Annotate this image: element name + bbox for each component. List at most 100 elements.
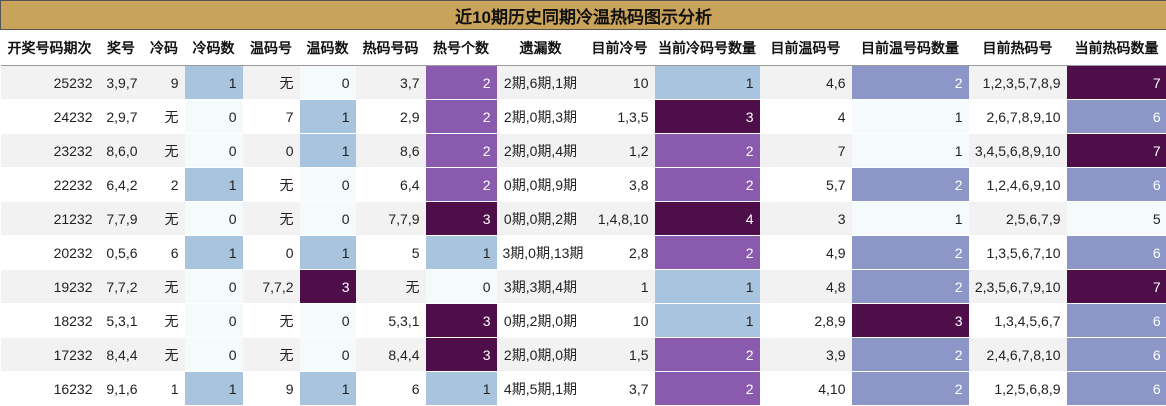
cell-cold-code: 无 (144, 338, 185, 372)
col-header-cold-count: 冷码数 (185, 30, 243, 66)
cell-current-cold-count: 1 (655, 66, 760, 100)
cell-omission: 0期,0期,9期 (497, 168, 585, 202)
cell-current-warm: 3 (760, 202, 852, 236)
cell-warm-code: 无 (243, 168, 300, 202)
cell-omission: 2期,6期,1期 (497, 66, 585, 100)
cell-current-warm: 4 (760, 100, 852, 134)
cell-current-hot-count: 7 (1067, 134, 1166, 168)
cell-warm-count: 1 (300, 100, 356, 134)
cell-omission: 2期,0期,0期 (497, 338, 585, 372)
col-header-current-hot-count: 当前热码数量 (1067, 30, 1166, 66)
cell-current-hot: 1,2,4,6,9,10 (969, 168, 1067, 202)
cell-period: 19232 (1, 270, 99, 304)
cell-cold-count: 1 (185, 372, 243, 406)
cell-cold-code: 6 (144, 236, 185, 270)
cell-hot-code: 6,4 (356, 168, 426, 202)
cell-current-warm-count: 3 (852, 304, 969, 338)
cell-warm-code: 0 (243, 134, 300, 168)
cell-current-warm: 4,6 (760, 66, 852, 100)
cell-period: 16232 (1, 372, 99, 406)
cell-current-cold: 2,8 (585, 236, 655, 270)
cell-draw-number: 6,4,2 (99, 168, 144, 202)
col-header-current-cold-count: 当前冷码号数量 (655, 30, 760, 66)
cell-hot-count: 0 (426, 270, 497, 304)
cell-period: 18232 (1, 304, 99, 338)
cell-current-cold-count: 1 (655, 270, 760, 304)
cell-current-warm: 4,8 (760, 270, 852, 304)
cell-hot-count: 3 (426, 202, 497, 236)
cell-cold-count: 0 (185, 202, 243, 236)
cell-period: 24232 (1, 100, 99, 134)
cell-period: 25232 (1, 66, 99, 100)
cell-current-warm-count: 1 (852, 100, 969, 134)
cell-current-hot-count: 5 (1067, 202, 1166, 236)
cell-cold-count: 0 (185, 270, 243, 304)
cell-warm-count: 1 (300, 372, 356, 406)
cell-current-cold: 10 (585, 66, 655, 100)
cell-current-hot: 1,3,5,6,7,10 (969, 236, 1067, 270)
cell-warm-code: 7 (243, 100, 300, 134)
cell-cold-code: 2 (144, 168, 185, 202)
cell-current-hot: 1,2,5,6,8,9 (969, 372, 1067, 406)
cell-hot-count: 2 (426, 100, 497, 134)
cell-current-hot-count: 6 (1067, 338, 1166, 372)
cell-draw-number: 2,9,7 (99, 100, 144, 134)
cell-hot-code: 7,7,9 (356, 202, 426, 236)
cell-omission: 3期,0期,13期 (497, 236, 585, 270)
cell-hot-code: 无 (356, 270, 426, 304)
cell-cold-count: 1 (185, 236, 243, 270)
cell-warm-count: 1 (300, 236, 356, 270)
cell-current-warm-count: 2 (852, 168, 969, 202)
cell-current-hot: 2,3,5,6,7,9,10 (969, 270, 1067, 304)
table-title: 近10期历史同期冷温热码图示分析 (1, 1, 1166, 30)
cell-current-warm-count: 2 (852, 236, 969, 270)
cell-warm-count: 0 (300, 168, 356, 202)
cell-warm-code: 无 (243, 304, 300, 338)
cell-cold-code: 无 (144, 134, 185, 168)
cell-hot-count: 2 (426, 66, 497, 100)
cell-warm-code: 0 (243, 236, 300, 270)
cell-warm-count: 0 (300, 66, 356, 100)
cell-cold-code: 无 (144, 304, 185, 338)
cell-hot-count: 2 (426, 134, 497, 168)
cell-current-hot: 3,4,5,6,8,9,10 (969, 134, 1067, 168)
cell-current-cold-count: 4 (655, 202, 760, 236)
cell-cold-code: 无 (144, 270, 185, 304)
cell-current-cold: 1,5 (585, 338, 655, 372)
cell-period: 21232 (1, 202, 99, 236)
cell-current-hot: 2,4,6,7,8,10 (969, 338, 1067, 372)
cell-current-warm-count: 2 (852, 338, 969, 372)
cell-current-hot: 1,2,3,5,7,8,9 (969, 66, 1067, 100)
cell-warm-code: 无 (243, 338, 300, 372)
cell-current-hot-count: 6 (1067, 100, 1166, 134)
cell-period: 20232 (1, 236, 99, 270)
cell-warm-count: 0 (300, 202, 356, 236)
cell-hot-code: 3,7 (356, 66, 426, 100)
cell-current-warm-count: 1 (852, 202, 969, 236)
cell-current-cold-count: 2 (655, 168, 760, 202)
cell-current-warm-count: 1 (852, 134, 969, 168)
cell-hot-code: 8,6 (356, 134, 426, 168)
cell-warm-count: 1 (300, 134, 356, 168)
cell-warm-code: 无 (243, 202, 300, 236)
cell-draw-number: 5,3,1 (99, 304, 144, 338)
cell-warm-code: 7,7,2 (243, 270, 300, 304)
cell-current-warm: 4,10 (760, 372, 852, 406)
cell-warm-count: 0 (300, 338, 356, 372)
cell-current-cold-count: 2 (655, 236, 760, 270)
cell-current-warm: 5,7 (760, 168, 852, 202)
cell-current-hot: 2,6,7,8,9,10 (969, 100, 1067, 134)
cell-hot-count: 2 (426, 168, 497, 202)
cell-current-warm: 4,9 (760, 236, 852, 270)
col-header-draw-number: 奖号 (99, 30, 144, 66)
cell-current-cold: 1,4,8,10 (585, 202, 655, 236)
